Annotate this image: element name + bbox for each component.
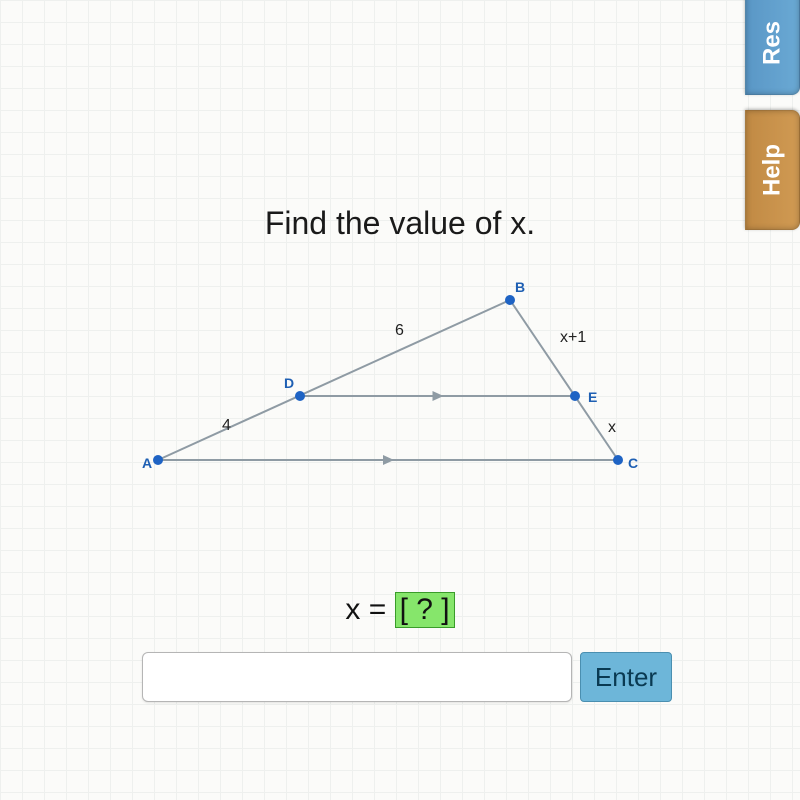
resources-tab-label: Res bbox=[759, 20, 787, 64]
svg-text:4: 4 bbox=[222, 417, 231, 434]
answer-placeholder-box: [ ? ] bbox=[395, 592, 455, 628]
svg-text:A: A bbox=[142, 455, 152, 471]
svg-text:6: 6 bbox=[395, 322, 404, 339]
triangle-diagram: A B C D E 6 x+1 4 x bbox=[140, 270, 660, 510]
answer-prefix: x = bbox=[345, 593, 394, 626]
answer-expression: x = [ ? ] bbox=[0, 592, 800, 628]
svg-text:D: D bbox=[284, 375, 294, 391]
question-prompt: Find the value of x. bbox=[0, 205, 800, 242]
svg-text:C: C bbox=[628, 455, 638, 471]
help-tab-label: Help bbox=[759, 144, 787, 196]
svg-text:x+1: x+1 bbox=[560, 329, 586, 346]
answer-input[interactable] bbox=[142, 652, 572, 702]
answer-input-row: Enter bbox=[142, 652, 672, 702]
enter-button[interactable]: Enter bbox=[580, 652, 672, 702]
resources-tab[interactable]: Res bbox=[745, 0, 800, 95]
svg-text:E: E bbox=[588, 389, 597, 405]
svg-text:B: B bbox=[515, 279, 525, 295]
svg-text:x: x bbox=[608, 419, 616, 436]
